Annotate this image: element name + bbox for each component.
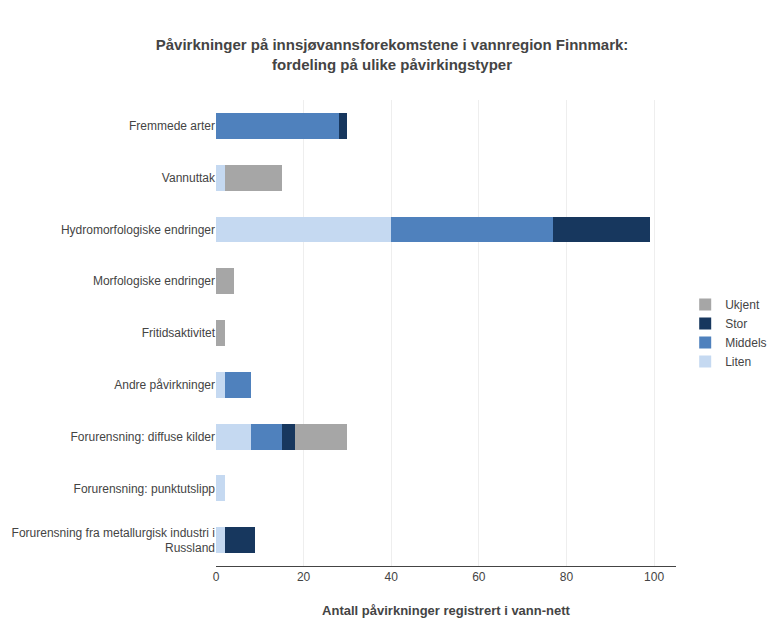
svg-text:Hydromorfologiske endringer: Hydromorfologiske endringer xyxy=(61,223,215,237)
svg-text:40: 40 xyxy=(385,570,399,584)
svg-text:Stor: Stor xyxy=(725,317,747,331)
svg-text:Forurensning: diffuse kilder: Forurensning: diffuse kilder xyxy=(70,430,215,444)
svg-text:Ukjent: Ukjent xyxy=(725,298,760,312)
svg-text:20: 20 xyxy=(297,570,311,584)
svg-text:Forurensning: punktutslipp: Forurensning: punktutslipp xyxy=(74,482,216,496)
svg-text:Fremmede arter: Fremmede arter xyxy=(129,119,215,133)
svg-text:Vannuttak: Vannuttak xyxy=(162,171,216,185)
svg-text:Morfologiske endringer: Morfologiske endringer xyxy=(93,274,215,288)
svg-text:Andre påvirkninger: Andre påvirkninger xyxy=(114,378,215,392)
svg-text:80: 80 xyxy=(560,570,574,584)
svg-text:Forurensning fra metallurgisk: Forurensning fra metallurgisk industri i… xyxy=(12,526,215,556)
svg-text:60: 60 xyxy=(472,570,486,584)
svg-text:100: 100 xyxy=(644,570,664,584)
svg-text:Påvirkninger på innsjøvannsfor: Påvirkninger på innsjøvannsforekomstene … xyxy=(156,36,629,73)
svg-text:Middels: Middels xyxy=(725,336,766,350)
svg-text:Fritidsaktivitet: Fritidsaktivitet xyxy=(142,326,216,340)
svg-text:0: 0 xyxy=(213,570,220,584)
svg-text:Liten: Liten xyxy=(725,355,751,369)
svg-text:Antall påvirkninger registrert: Antall påvirkninger registrert i vann-ne… xyxy=(322,603,570,618)
